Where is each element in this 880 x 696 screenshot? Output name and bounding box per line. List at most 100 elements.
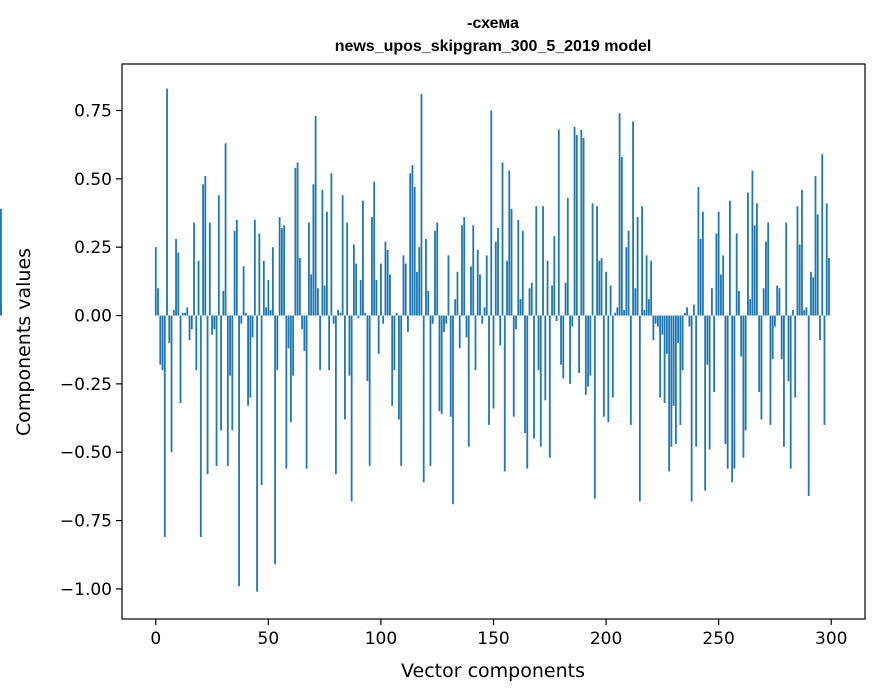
bar-248 <box>713 315 716 393</box>
bar-82 <box>339 312 342 316</box>
bar-96 <box>371 217 373 316</box>
bar-268 <box>758 315 761 393</box>
bar-series <box>0 88 830 592</box>
bar-289 <box>805 307 808 316</box>
bar-206 <box>618 113 621 316</box>
bar-68 <box>307 222 310 316</box>
bar-156 <box>506 260 508 316</box>
bar-28 <box>217 195 220 316</box>
bar-136 <box>461 225 463 316</box>
bar-2 <box>159 315 162 365</box>
bar-173 <box>544 315 547 401</box>
bar-205 <box>616 307 619 316</box>
bar-106 <box>393 315 396 371</box>
bar-288 <box>803 310 806 316</box>
bar-295 <box>819 315 821 341</box>
bar-0 <box>154 247 157 316</box>
bar-201 <box>607 315 610 423</box>
bar-109 <box>400 315 403 466</box>
bar-87 <box>350 315 353 502</box>
bar-103 <box>386 249 389 316</box>
bar-185 <box>571 315 574 327</box>
bar-94 <box>366 315 369 382</box>
bar-14 <box>186 307 189 316</box>
bar-3 <box>161 315 164 371</box>
bar-49 <box>265 307 267 316</box>
bar-170 <box>537 315 540 371</box>
bar-122 <box>429 315 432 466</box>
bar-228 <box>668 315 671 472</box>
bar-225 <box>661 315 664 335</box>
bar-32 <box>226 315 229 466</box>
y-tick-label: 0.50 <box>74 170 112 190</box>
bar-265 <box>751 170 754 316</box>
bar-128 <box>443 315 445 332</box>
bar-88 <box>353 244 355 316</box>
y-tick-label: −0.50 <box>60 443 112 463</box>
bar-182 <box>564 282 567 316</box>
bar-119 <box>422 315 425 483</box>
bar-183 <box>566 197 569 316</box>
bar-203 <box>611 315 614 398</box>
bar-163 <box>521 230 524 316</box>
bar-287 <box>801 189 803 316</box>
bar-58 <box>285 315 288 469</box>
bar-231 <box>674 315 677 445</box>
bar-139 <box>467 315 470 447</box>
bar-237 <box>688 315 691 327</box>
bar-105 <box>391 315 394 406</box>
bar-54 <box>276 315 279 371</box>
chart-title-line1: -схема <box>467 15 519 32</box>
x-tick-label: 200 <box>590 629 622 649</box>
bar-140 <box>470 266 472 316</box>
bar-53 <box>274 315 276 565</box>
bar-23 <box>206 315 209 475</box>
bar-220 <box>650 260 653 316</box>
bar-195 <box>593 315 596 499</box>
bar-255 <box>729 200 731 316</box>
bar-202 <box>609 285 612 316</box>
bar-89 <box>355 263 358 316</box>
bar-144 <box>479 274 481 316</box>
bar-250 <box>717 211 720 316</box>
bar-241 <box>697 187 700 316</box>
bar-91 <box>359 279 362 316</box>
bar-64 <box>298 258 301 316</box>
bar-245 <box>706 315 709 365</box>
bar-129 <box>445 315 448 324</box>
bar-251 <box>720 274 722 316</box>
bar-47 <box>260 315 263 486</box>
bar-107 <box>395 312 398 316</box>
bar-29 <box>220 315 222 431</box>
plot-frame <box>121 63 866 620</box>
bar-37 <box>238 315 240 587</box>
bar-93 <box>364 312 367 316</box>
bar-298 <box>825 203 828 316</box>
bar-221 <box>652 315 655 341</box>
bar-155 <box>503 315 506 472</box>
x-tick-label: 150 <box>477 629 509 649</box>
bar-114 <box>411 165 414 316</box>
bar-27 <box>215 315 218 466</box>
x-tick-label: 300 <box>815 629 847 649</box>
bar-33 <box>229 315 231 376</box>
bar-161 <box>517 219 520 316</box>
bar-167 <box>530 282 533 316</box>
bar-270 <box>762 288 765 316</box>
bar-undefined <box>0 208 2 316</box>
bar-153 <box>499 315 502 346</box>
bar-97 <box>373 181 376 316</box>
bar-259 <box>738 290 740 316</box>
bar-280 <box>785 222 788 316</box>
bar-35 <box>233 230 236 316</box>
bar-78 <box>330 173 333 316</box>
bar-149 <box>490 110 493 316</box>
bar-224 <box>659 315 662 398</box>
bar-204 <box>614 312 616 316</box>
bar-239 <box>692 304 695 316</box>
bar-16 <box>190 315 193 330</box>
bar-13 <box>184 312 186 316</box>
bar-162 <box>519 299 522 316</box>
bar-169 <box>535 206 538 316</box>
